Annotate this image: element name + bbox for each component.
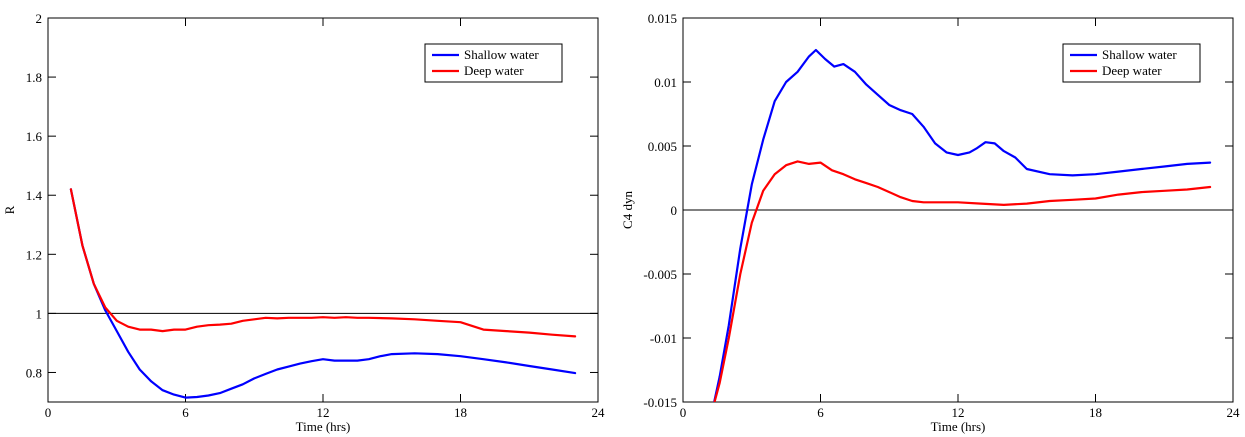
y-tick-label: 0 [671, 203, 678, 218]
x-tick-label: 24 [592, 405, 606, 420]
x-tick-label: 24 [1227, 405, 1241, 420]
chart-c4dyn: Time (hrs) C4 dyn 0 6 12 18 24 -0.015 -0.01 -0.… [620, 11, 1240, 434]
y-tick-label: 1.4 [26, 188, 43, 203]
series-line-deep-water [69, 188, 577, 338]
legend-box [424, 43, 563, 83]
x-axis-label: Time (hrs) [296, 419, 351, 434]
series-group [69, 188, 577, 399]
x-axis-label: Time (hrs) [931, 419, 986, 434]
x-tick-label: 0 [680, 405, 687, 420]
y-tick-label: -0.01 [650, 331, 677, 346]
y-tick-label: 0.015 [648, 11, 677, 26]
legend-label-shallow: Shallow water [1102, 47, 1177, 62]
y-tick-label: 1 [36, 306, 43, 321]
y-tick-label: -0.005 [643, 267, 677, 282]
tick-group: 0 6 12 18 24 0.8 1 1.2 1.4 1.6 1.8 2 [26, 11, 605, 420]
x-tick-label: 12 [952, 405, 965, 420]
y-tick-label: 1.8 [26, 70, 42, 85]
tick-group: 0 6 12 18 24 -0.015 -0.01 -0.005 0 0.005 0.01 0.015 [643, 11, 1240, 420]
legend-label-deep: Deep water [1102, 63, 1162, 78]
y-axis-label: C4 dyn [620, 191, 635, 229]
series-group [713, 48, 1212, 402]
legend-label-deep: Deep water [464, 63, 524, 78]
y-tick-label: 0.01 [654, 75, 677, 90]
legend-label-shallow: Shallow water [464, 47, 539, 62]
chart-r: Time (hrs) R 0 6 12 18 24 0.8 1 1.2 1.4 1.6 1.8 2 S… [2, 11, 605, 434]
x-tick-label: 12 [317, 405, 330, 420]
series-line-shallow-water [69, 188, 577, 399]
legend-box [1062, 43, 1201, 83]
x-tick-label: 6 [182, 405, 189, 420]
y-tick-label: 1.2 [26, 247, 42, 262]
legend: Shallow water Deep water [1062, 43, 1201, 83]
y-axis-label: R [2, 205, 17, 214]
x-tick-label: 18 [454, 405, 467, 420]
y-tick-label: 2 [36, 11, 43, 26]
series-line-deep-water [713, 160, 1212, 402]
y-tick-label: 0.005 [648, 139, 677, 154]
x-tick-label: 0 [45, 405, 52, 420]
x-tick-label: 18 [1089, 405, 1102, 420]
series-line-shallow-water [713, 48, 1212, 402]
y-tick-label: -0.015 [643, 395, 677, 410]
legend: Shallow water Deep water [424, 43, 563, 83]
y-tick-label: 0.8 [26, 365, 42, 380]
x-tick-label: 6 [817, 405, 824, 420]
y-tick-label: 1.6 [26, 129, 43, 144]
